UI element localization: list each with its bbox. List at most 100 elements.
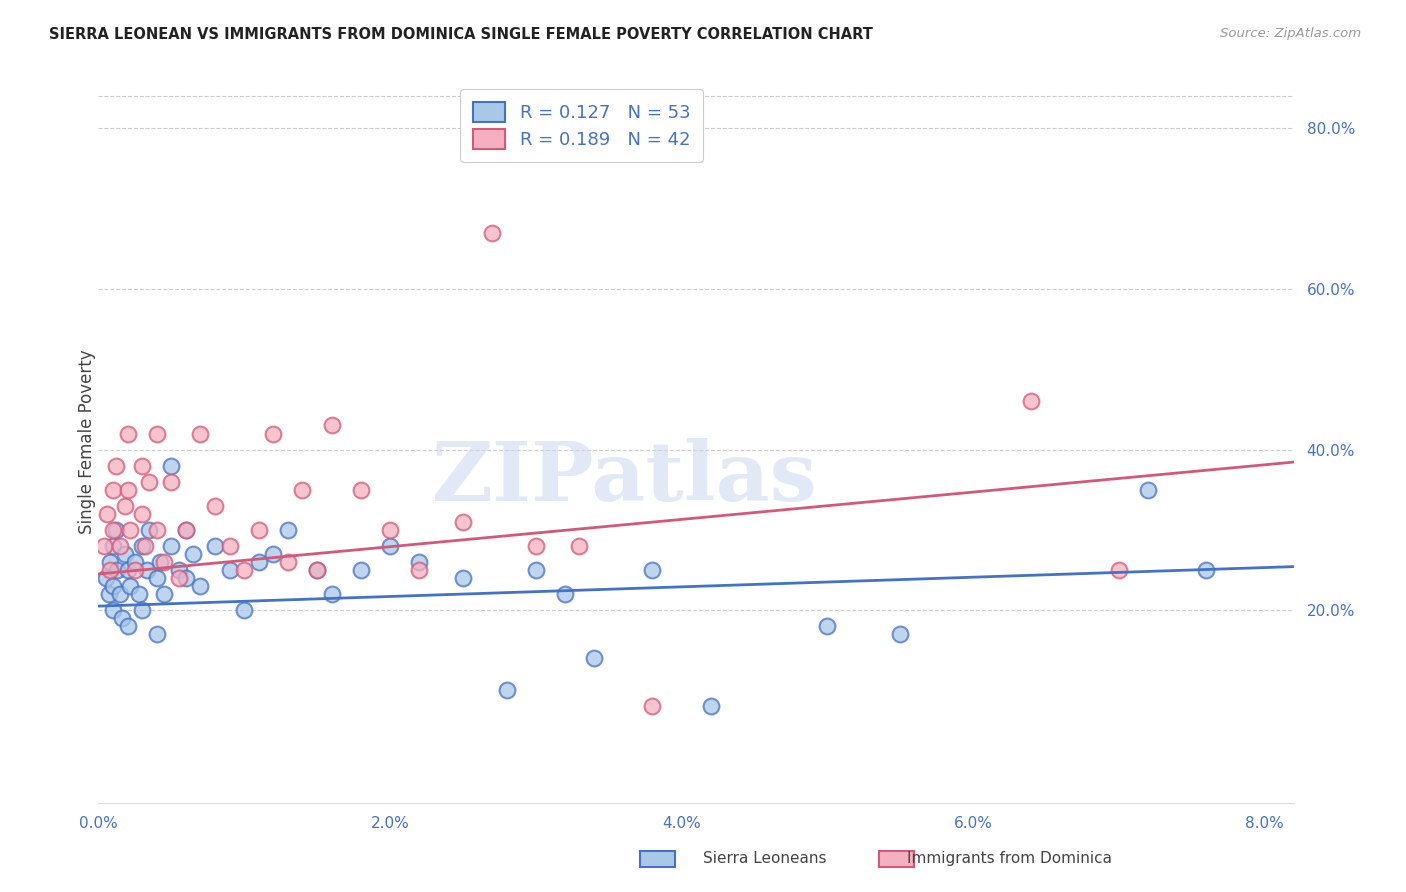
Point xyxy=(101,523,124,537)
Point xyxy=(218,563,240,577)
Point xyxy=(582,651,605,665)
Point xyxy=(111,611,134,625)
Point xyxy=(174,571,197,585)
Point xyxy=(524,539,547,553)
Point xyxy=(305,563,328,577)
Point xyxy=(145,523,167,537)
Point xyxy=(149,555,172,569)
Point xyxy=(117,483,139,497)
Point xyxy=(1019,394,1042,409)
Point xyxy=(131,539,153,553)
Point xyxy=(641,699,664,714)
Point xyxy=(101,603,124,617)
Point xyxy=(262,426,284,441)
Point xyxy=(167,563,190,577)
Point xyxy=(160,475,183,489)
Point xyxy=(110,587,132,601)
Point xyxy=(408,555,430,569)
Text: SIERRA LEONEAN VS IMMIGRANTS FROM DOMINICA SINGLE FEMALE POVERTY CORRELATION CHA: SIERRA LEONEAN VS IMMIGRANTS FROM DOMINI… xyxy=(49,27,873,42)
Point xyxy=(451,515,474,529)
Text: ZIPatlas: ZIPatlas xyxy=(432,438,817,517)
Point xyxy=(233,563,256,577)
Point xyxy=(889,627,911,641)
Point xyxy=(233,603,256,617)
Point xyxy=(321,587,343,601)
Point xyxy=(120,523,142,537)
Point xyxy=(104,523,127,537)
Point xyxy=(128,587,150,601)
Point xyxy=(1136,483,1159,497)
Point xyxy=(815,619,838,633)
Point xyxy=(181,547,204,561)
Point xyxy=(408,563,430,577)
Point xyxy=(378,539,401,553)
Point xyxy=(204,499,226,513)
Point xyxy=(174,523,197,537)
Point xyxy=(93,539,115,553)
Point xyxy=(247,555,270,569)
Point xyxy=(204,539,226,553)
Y-axis label: Single Female Poverty: Single Female Poverty xyxy=(79,350,96,533)
Point xyxy=(247,523,270,537)
Point xyxy=(96,507,118,521)
Point xyxy=(120,579,142,593)
Point xyxy=(277,523,299,537)
Point xyxy=(321,418,343,433)
Point xyxy=(495,683,517,698)
Point xyxy=(101,483,124,497)
Point xyxy=(131,507,153,521)
Point xyxy=(305,563,328,577)
Point xyxy=(101,579,124,593)
Point xyxy=(114,547,136,561)
Point xyxy=(262,547,284,561)
Point xyxy=(145,571,167,585)
Point xyxy=(350,563,373,577)
Text: Source: ZipAtlas.com: Source: ZipAtlas.com xyxy=(1220,27,1361,40)
Point xyxy=(98,555,121,569)
Point xyxy=(174,523,197,537)
Point xyxy=(131,603,153,617)
Text: Immigrants from Dominica: Immigrants from Dominica xyxy=(907,851,1112,865)
Point xyxy=(277,555,299,569)
Point xyxy=(160,539,183,553)
Point xyxy=(190,426,212,441)
Point xyxy=(524,563,547,577)
Point xyxy=(568,539,591,553)
Point xyxy=(124,555,146,569)
Point xyxy=(190,579,212,593)
Point xyxy=(350,483,373,497)
Point xyxy=(145,426,167,441)
Point xyxy=(131,458,153,473)
Point xyxy=(104,458,127,473)
Point xyxy=(97,587,120,601)
Point xyxy=(1108,563,1130,577)
Point xyxy=(124,563,146,577)
Text: Sierra Leoneans: Sierra Leoneans xyxy=(703,851,827,865)
Point xyxy=(153,587,176,601)
Point xyxy=(378,523,401,537)
Point xyxy=(114,499,136,513)
Point xyxy=(98,563,121,577)
Point xyxy=(117,563,139,577)
Point xyxy=(699,699,721,714)
Legend: R = 0.127   N = 53, R = 0.189   N = 42: R = 0.127 N = 53, R = 0.189 N = 42 xyxy=(460,89,703,161)
Point xyxy=(167,571,190,585)
Point xyxy=(134,539,156,553)
Point xyxy=(105,563,128,577)
Point xyxy=(101,539,124,553)
Point xyxy=(218,539,240,553)
Point xyxy=(138,475,160,489)
Point xyxy=(94,571,117,585)
Point xyxy=(117,426,139,441)
Point xyxy=(554,587,576,601)
Point xyxy=(160,458,183,473)
Point xyxy=(145,627,167,641)
Point xyxy=(291,483,314,497)
Point xyxy=(153,555,176,569)
Point xyxy=(641,563,664,577)
Point xyxy=(135,563,157,577)
Point xyxy=(110,539,132,553)
Point xyxy=(117,619,139,633)
Point xyxy=(451,571,474,585)
Point xyxy=(138,523,160,537)
